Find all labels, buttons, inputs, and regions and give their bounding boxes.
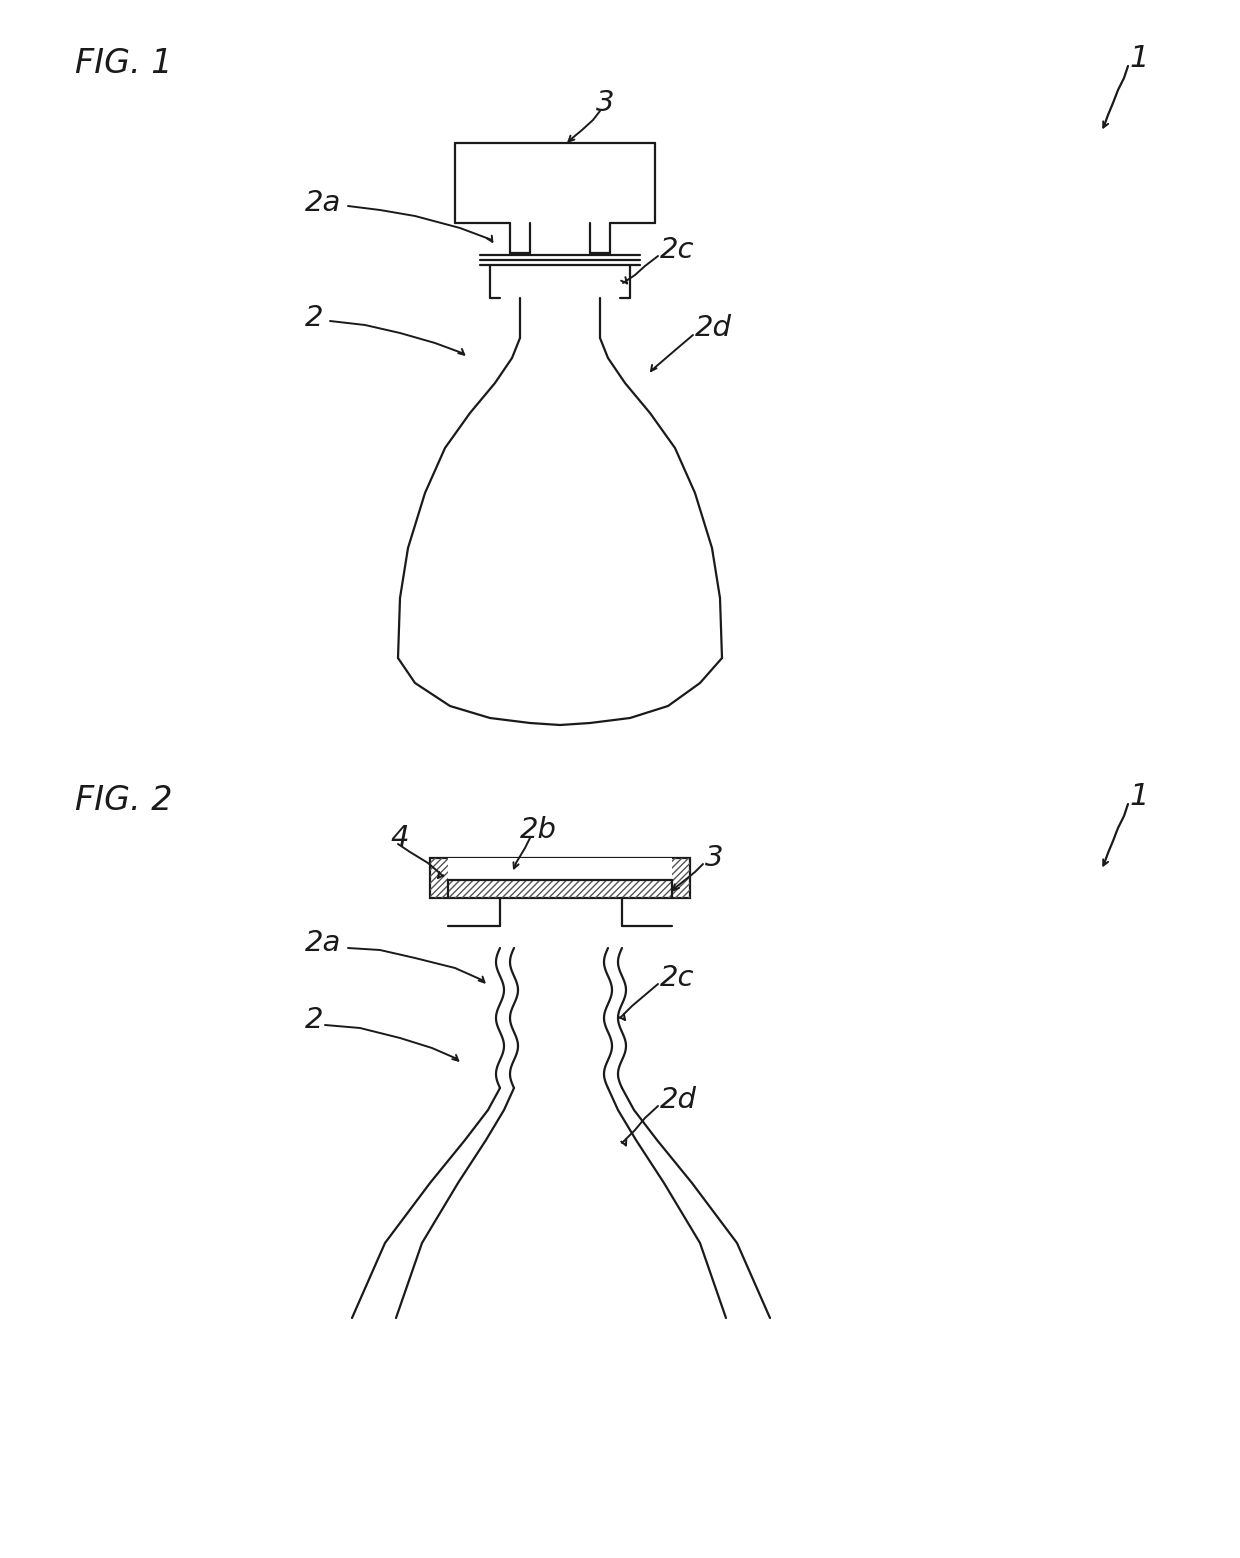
- Text: 2: 2: [305, 1006, 324, 1035]
- Text: 2: 2: [305, 304, 324, 332]
- Bar: [448, 858, 672, 880]
- Text: 1: 1: [1130, 782, 1149, 810]
- Text: 2c: 2c: [660, 964, 694, 992]
- Text: 2d: 2d: [694, 315, 732, 343]
- Text: 2b: 2b: [520, 816, 557, 844]
- Bar: [430, 858, 689, 897]
- Text: FIG. 2: FIG. 2: [74, 784, 172, 816]
- Text: 2d: 2d: [660, 1086, 697, 1114]
- Text: FIG. 1: FIG. 1: [74, 47, 172, 79]
- Text: 3: 3: [596, 89, 615, 117]
- Text: 2a: 2a: [305, 929, 341, 957]
- Text: 2a: 2a: [305, 189, 341, 217]
- Bar: [430, 858, 689, 897]
- Text: 3: 3: [706, 844, 723, 872]
- Text: 4: 4: [391, 824, 408, 852]
- Text: 2c: 2c: [660, 235, 694, 263]
- Text: 1: 1: [1130, 44, 1149, 73]
